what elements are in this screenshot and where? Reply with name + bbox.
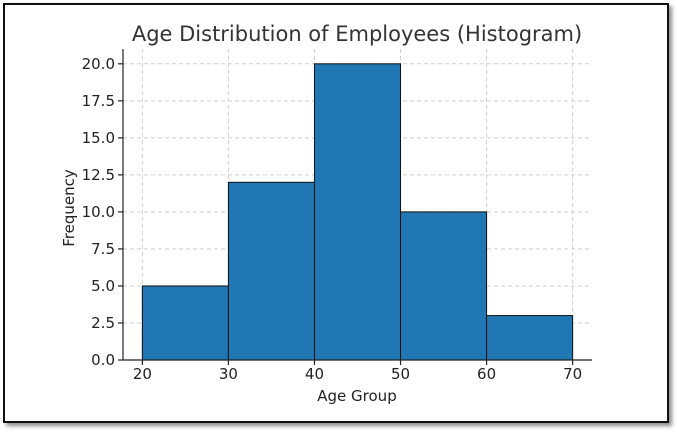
chart-title: Age Distribution of Employees (Histogram… [132,22,582,46]
histogram-bar [313,63,402,361]
histogram-bar [400,211,488,361]
y-tick-label: 0.0 [91,351,115,369]
y-tick-label: 15.0 [82,129,115,147]
y-tick-label: 20.0 [82,55,115,73]
ticks-layer: 20 30 40 50 60 70 0.0 2.5 5.0 7.5 10.0 12.5 15.0 17.5… [82,55,583,383]
x-axis-label: Age Group [317,387,396,405]
x-tick-label: 50 [391,365,410,383]
y-tick-label: 10.0 [82,203,115,221]
x-tick-label: 20 [133,365,152,383]
bars-layer [141,63,574,361]
x-tick-label: 40 [305,365,324,383]
x-tick-label: 70 [563,365,582,383]
x-tick-label: 30 [219,365,238,383]
histogram-bar [141,285,229,361]
y-tick-label: 17.5 [82,92,115,110]
y-tick-label: 12.5 [82,166,115,184]
x-tick-label: 60 [477,365,496,383]
y-tick-label: 2.5 [91,314,115,332]
y-tick-label: 5.0 [91,277,115,295]
histogram-bar [227,181,315,361]
y-axis-label: Frequency [60,169,78,247]
histogram-bar [486,315,574,361]
y-tick-label: 7.5 [91,240,115,258]
